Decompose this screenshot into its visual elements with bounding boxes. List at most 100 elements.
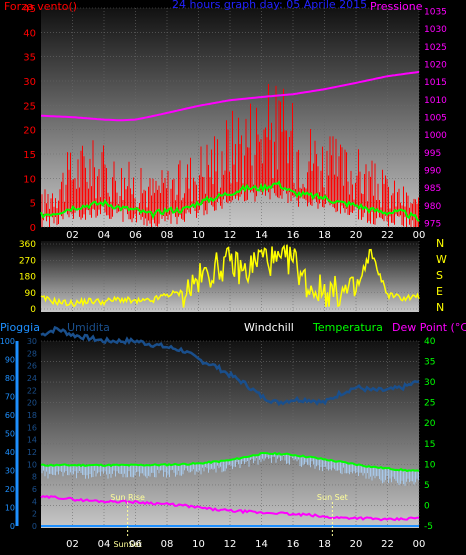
- sun-marker-label: Sun Set: [317, 493, 348, 502]
- x-tick-label: 16: [287, 230, 300, 241]
- pressure-series: [40, 70, 420, 122]
- x-tick-label: 04: [98, 230, 111, 241]
- x-tick-label: 12: [224, 230, 237, 241]
- compass-label: N: [436, 237, 444, 250]
- humidity-tick-label: 18: [27, 411, 37, 420]
- wind-direction-series: [40, 244, 420, 308]
- x-tick-label: 02: [66, 539, 79, 550]
- pressure-axis-label: Pressione: [370, 0, 423, 13]
- humidity-tick-label: 4: [32, 497, 37, 506]
- humidity-tick-label: 26: [27, 362, 37, 371]
- windchill-label: Windchill: [244, 321, 294, 334]
- x-tick-label: 22: [381, 539, 394, 550]
- x-tick-label: 08: [161, 230, 174, 241]
- temperature-tick-label: 35: [424, 358, 435, 368]
- pressure-tick-label: 985: [424, 184, 441, 194]
- x-tick-label: 06: [129, 230, 142, 241]
- x-tick-label: 10: [192, 230, 205, 241]
- temperature-tick-label: 0: [424, 501, 430, 511]
- x-tick-label: 00: [413, 539, 426, 550]
- wind-tick-label: 45: [23, 4, 36, 15]
- temperature-tick-label: 20: [424, 419, 436, 429]
- temperature-tick-label: 10: [424, 460, 436, 470]
- temperature-label: Temperatura: [312, 321, 383, 334]
- x-tick-label: 02: [66, 230, 79, 241]
- direction-tick-label: 180: [19, 273, 36, 283]
- wind-axis-label: Forza vento(): [4, 0, 77, 13]
- rain-tick-label: 20: [5, 485, 15, 494]
- direction-tick-label: 90: [25, 289, 37, 299]
- temperature-tick-label: 40: [424, 337, 436, 347]
- x-tick-label: 14: [255, 539, 268, 550]
- pressure-tick-label: 1010: [424, 96, 447, 106]
- temperature-tick-label: 15: [424, 440, 435, 450]
- humidity-tick-label: 12: [27, 448, 37, 457]
- x-tick-label: 00: [413, 230, 426, 241]
- humidity-tick-label: 10: [27, 460, 37, 469]
- x-tick-label: 10: [192, 539, 205, 550]
- humidity-tick-label: 8: [32, 473, 37, 482]
- humidity-tick-label: 30: [27, 337, 37, 346]
- rain-tick-label: 10: [5, 504, 15, 513]
- compass-label: N: [436, 301, 444, 314]
- temperature-tick-label: -5: [424, 522, 433, 532]
- rain-tick-label: 70: [5, 393, 15, 402]
- pressure-tick-label: 1015: [424, 78, 447, 88]
- x-tick-label: 12: [224, 539, 237, 550]
- rain-tick-label: 40: [5, 448, 15, 457]
- sun-marker-label: Sun Rise: [110, 493, 145, 502]
- windchill-series: [41, 453, 419, 486]
- dewpoint-line: [40, 494, 420, 522]
- pressure-line: [40, 70, 420, 122]
- pressure-tick-label: 1025: [424, 43, 447, 53]
- wind-gust-bars: [41, 84, 419, 227]
- rain-label: Pioggia: [0, 321, 40, 334]
- temperature-tick-label: 30: [424, 378, 436, 388]
- compass-label: E: [436, 285, 443, 298]
- direction-tick-label: 270: [19, 256, 36, 266]
- sunrise-axis-label: SunSet: [113, 540, 141, 549]
- wind-tick-label: 35: [23, 53, 36, 64]
- pressure-tick-label: 1005: [424, 114, 447, 124]
- x-tick-label: 06: [129, 539, 142, 550]
- wind-direction-line: [40, 244, 420, 308]
- humidity-label: Umidita: [67, 321, 110, 334]
- direction-tick-label: 360: [19, 240, 36, 250]
- rain-tick-label: 90: [5, 356, 15, 365]
- humidity-line: [40, 325, 420, 407]
- compass-label: W: [436, 253, 447, 266]
- wind-tick-label: 10: [23, 174, 36, 185]
- wind-tick-label: 25: [23, 101, 36, 112]
- dewpoint-series: [40, 494, 420, 522]
- wind-average-series: [40, 180, 420, 222]
- pressure-tick-label: 975: [424, 219, 441, 229]
- windchill-bars: [41, 453, 419, 486]
- pressure-tick-label: 1030: [424, 25, 447, 35]
- rain-tick-label: 80: [5, 374, 15, 383]
- pressure-tick-label: 990: [424, 166, 441, 176]
- panel1-title: 24 hours graph day: 05 Aprile 2015: [172, 0, 367, 11]
- direction-tick-label: 0: [30, 305, 36, 315]
- pressure-tick-label: 1035: [424, 8, 447, 18]
- rain-tick-label: 30: [5, 467, 15, 476]
- humidity-tick-label: 24: [27, 374, 37, 383]
- humidity-series: [40, 325, 420, 407]
- rain-tick-label: 60: [5, 411, 15, 420]
- wind-tick-label: 20: [23, 126, 36, 137]
- humidity-tick-label: 20: [27, 399, 37, 408]
- wind-tick-label: 15: [23, 150, 36, 161]
- wind-tick-label: 5: [30, 199, 36, 210]
- wind-tick-label: 40: [23, 28, 36, 39]
- pressure-tick-label: 995: [424, 149, 441, 159]
- wind-tick-label: 30: [23, 77, 36, 88]
- pressure-tick-label: 1000: [424, 131, 447, 141]
- humidity-tick-label: 22: [27, 386, 37, 395]
- temperature-line: [40, 451, 420, 473]
- wind-average-line: [40, 180, 420, 222]
- x-tick-label: 04: [98, 539, 111, 550]
- pressure-tick-label: 1020: [424, 61, 447, 71]
